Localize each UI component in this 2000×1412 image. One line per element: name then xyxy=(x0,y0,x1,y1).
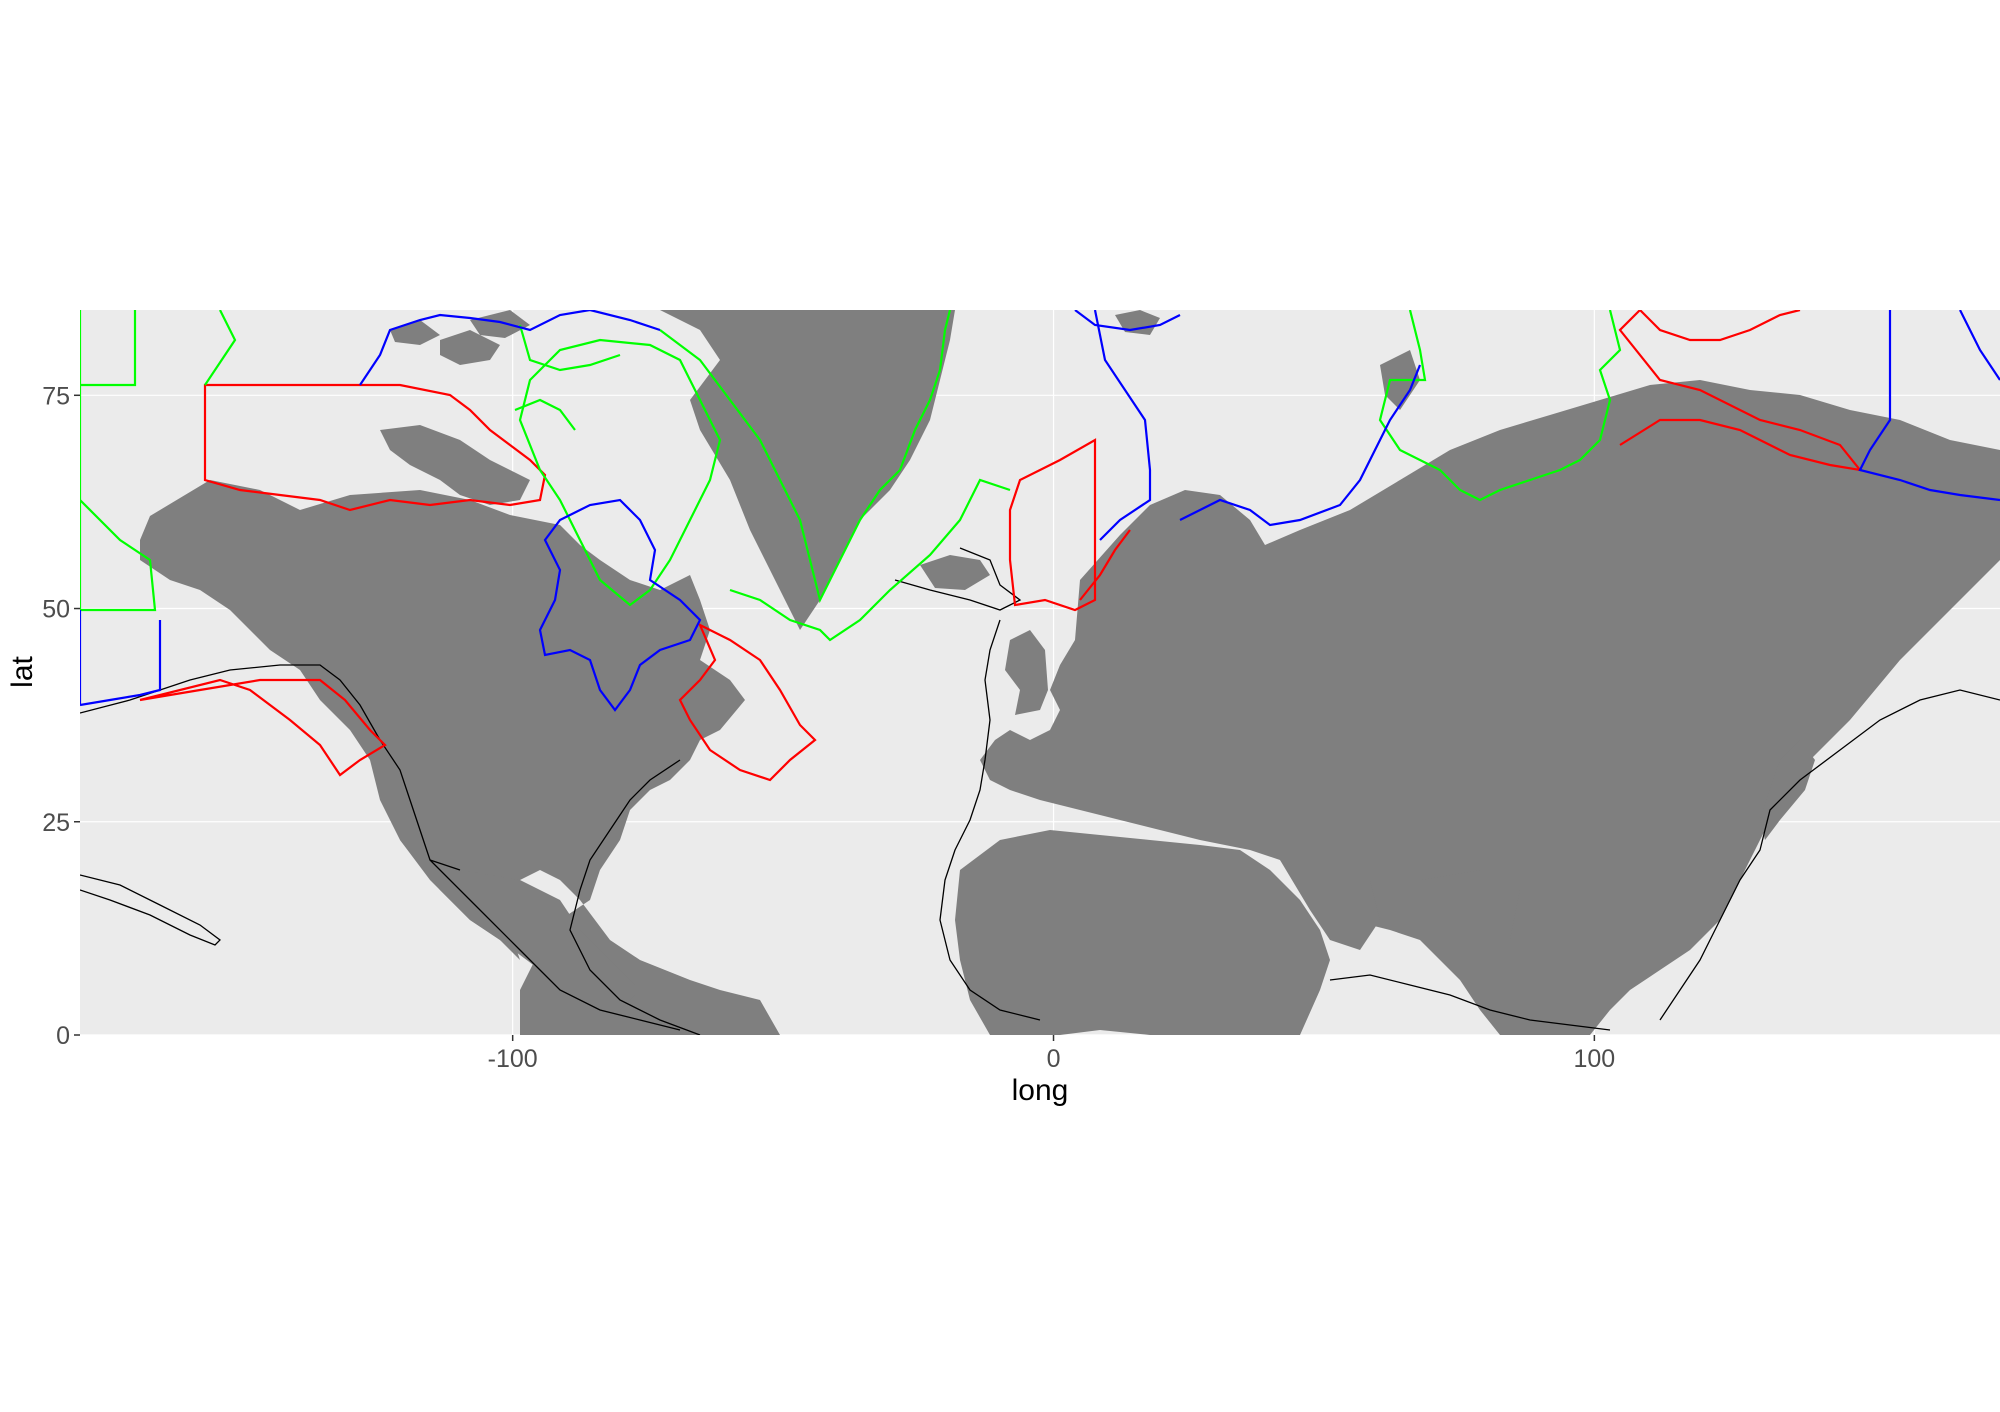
greenland-land xyxy=(660,310,955,630)
x-tick-label: 0 xyxy=(1047,1045,1061,1073)
blue-outline-arctic-canada xyxy=(359,310,661,386)
green-outline-greenland xyxy=(659,310,952,604)
red-outline-alaska-north xyxy=(203,383,547,512)
mexico-land xyxy=(400,840,640,1010)
red-outline-east-siberia xyxy=(1618,310,1863,472)
green-outline-canada-coast xyxy=(514,324,621,431)
japan-land xyxy=(1760,740,1815,840)
eez-boundary-asia-east xyxy=(1659,689,2000,1021)
x-tick-label: 100 xyxy=(1574,1045,1616,1073)
eez-boundary-europe xyxy=(939,619,1041,1021)
red-outline-alaska-south xyxy=(139,678,387,777)
eez-boundary-layer xyxy=(80,547,2000,1035)
blue-region-layer xyxy=(80,310,2000,712)
eez-boundary-pacific xyxy=(80,664,461,871)
green-outline-baffin xyxy=(518,338,722,607)
red-region-layer xyxy=(139,310,1863,782)
green-region-layer xyxy=(80,310,1622,642)
land-layer xyxy=(140,310,2000,1035)
eez-boundary-mexico xyxy=(429,859,681,1031)
blue-outline-bering-west xyxy=(80,610,162,707)
x-axis-title: long xyxy=(1012,1074,1069,1107)
red-outline-gulf-stlawrence xyxy=(678,622,817,782)
india-land xyxy=(1420,870,1520,990)
eez-boundary-atlantic xyxy=(569,759,701,1035)
eurasia-land xyxy=(980,380,2000,1035)
arabia-land xyxy=(1280,850,1380,950)
y-tick-label: 25 xyxy=(42,809,70,837)
x-axis: -100 0 100 xyxy=(488,1035,1616,1073)
blue-outline-east-siberian xyxy=(1858,310,2000,502)
iceland-land xyxy=(920,555,990,590)
north-america-land xyxy=(140,480,780,1035)
uk-land xyxy=(1005,630,1048,715)
blue-outline-hudson-bay xyxy=(538,498,702,712)
green-outline-kara xyxy=(1378,310,1622,502)
red-outline-norway xyxy=(1008,438,1097,612)
red-outline-norway-coast xyxy=(1079,529,1131,601)
y-axis-title: lat xyxy=(6,655,39,687)
y-tick-label: 50 xyxy=(42,596,70,624)
blue-outline-svalbard xyxy=(1074,310,1181,332)
eez-boundary-indian xyxy=(1329,974,1611,1031)
africa-land xyxy=(955,830,1330,1035)
x-tick-label: -100 xyxy=(488,1045,538,1073)
green-outline-greenland-sea xyxy=(729,478,1011,642)
y-axis: 0 25 50 75 xyxy=(42,382,80,1050)
green-outline-beaufort xyxy=(204,310,237,386)
blue-outline-barents xyxy=(1093,310,1422,541)
y-tick-label: 75 xyxy=(42,382,70,410)
green-outline-bering xyxy=(80,310,157,612)
y-tick-label: 0 xyxy=(56,1022,70,1050)
canadian-archipelago-land xyxy=(380,310,530,505)
eez-boundary-iceland xyxy=(894,547,1022,611)
eez-boundary-hawaii xyxy=(80,874,221,946)
